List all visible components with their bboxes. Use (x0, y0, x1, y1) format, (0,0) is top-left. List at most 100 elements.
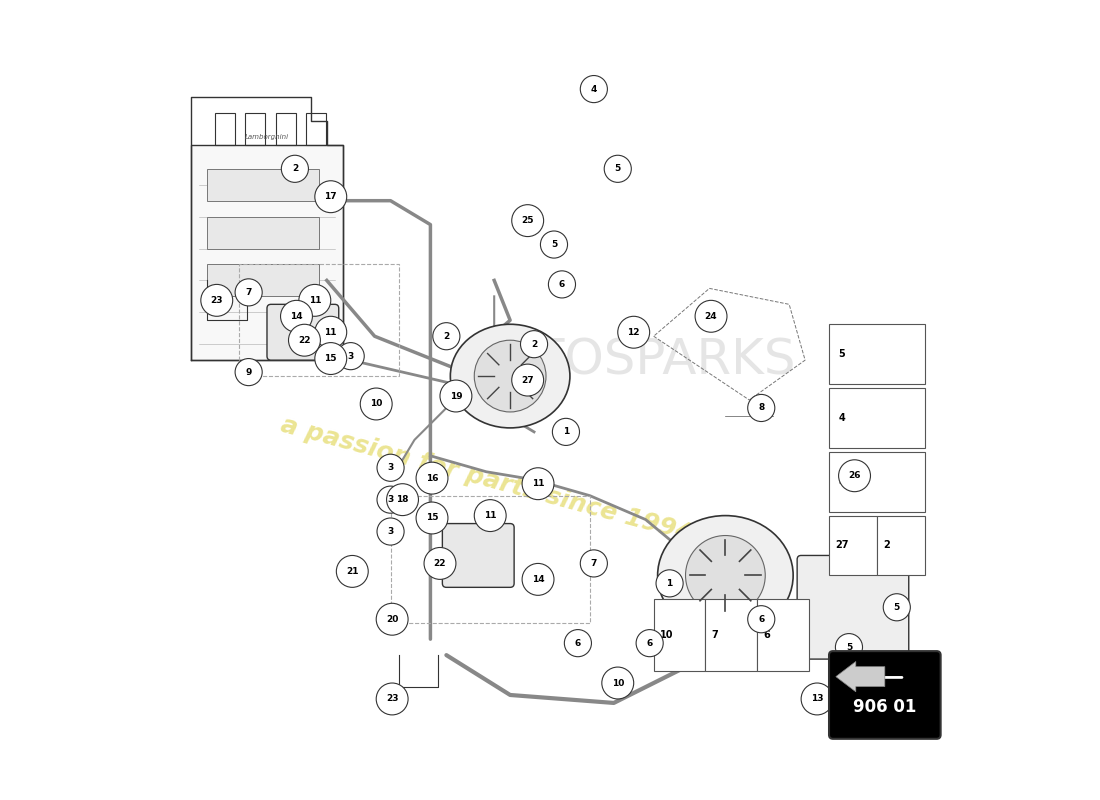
FancyBboxPatch shape (207, 169, 319, 201)
FancyBboxPatch shape (207, 265, 319, 296)
Text: 2: 2 (883, 540, 890, 550)
Text: 3: 3 (387, 527, 394, 536)
Text: 1: 1 (667, 579, 673, 588)
Circle shape (299, 285, 331, 316)
Circle shape (604, 155, 631, 182)
FancyBboxPatch shape (798, 555, 909, 659)
Text: 10: 10 (612, 678, 624, 687)
Circle shape (581, 550, 607, 577)
Text: 15: 15 (426, 514, 438, 522)
FancyBboxPatch shape (653, 599, 705, 671)
FancyBboxPatch shape (829, 515, 877, 575)
Text: 19: 19 (450, 391, 462, 401)
Text: 4: 4 (838, 413, 845, 422)
Circle shape (656, 570, 683, 597)
Text: 6: 6 (575, 638, 581, 648)
FancyBboxPatch shape (829, 324, 925, 384)
Circle shape (618, 316, 650, 348)
Text: 25: 25 (521, 216, 534, 225)
Ellipse shape (474, 340, 546, 412)
Text: AUTOSPARKS: AUTOSPARKS (463, 336, 796, 384)
Circle shape (376, 603, 408, 635)
Circle shape (361, 388, 392, 420)
Circle shape (337, 342, 364, 370)
Text: 7: 7 (712, 630, 718, 640)
Text: 11: 11 (309, 296, 321, 305)
Text: 12: 12 (627, 328, 640, 337)
Text: 906 01: 906 01 (854, 698, 916, 716)
Circle shape (522, 563, 554, 595)
Text: 6: 6 (559, 280, 565, 289)
Ellipse shape (658, 515, 793, 635)
Text: 18: 18 (396, 495, 409, 504)
Text: 23: 23 (386, 694, 398, 703)
Circle shape (201, 285, 233, 316)
Text: 4: 4 (910, 670, 916, 679)
Circle shape (416, 502, 448, 534)
FancyBboxPatch shape (829, 388, 925, 448)
Text: 27: 27 (521, 375, 534, 385)
Circle shape (376, 683, 408, 715)
FancyBboxPatch shape (877, 515, 925, 575)
Circle shape (602, 667, 634, 699)
Circle shape (424, 547, 455, 579)
Circle shape (280, 300, 312, 332)
Circle shape (549, 271, 575, 298)
Circle shape (235, 279, 262, 306)
Circle shape (748, 606, 774, 633)
Text: 22: 22 (298, 336, 310, 345)
Circle shape (235, 358, 262, 386)
Text: 3: 3 (838, 476, 845, 486)
Circle shape (474, 500, 506, 531)
Circle shape (440, 380, 472, 412)
Text: 21: 21 (346, 567, 359, 576)
Text: 10: 10 (370, 399, 383, 409)
Circle shape (315, 342, 346, 374)
FancyBboxPatch shape (191, 145, 343, 360)
Text: a passion for parts since 1994: a passion for parts since 1994 (277, 413, 695, 546)
Text: 14: 14 (290, 312, 303, 321)
FancyBboxPatch shape (267, 304, 339, 360)
Ellipse shape (450, 324, 570, 428)
Circle shape (748, 394, 774, 422)
Circle shape (540, 231, 568, 258)
Circle shape (432, 322, 460, 350)
Ellipse shape (685, 535, 766, 615)
Circle shape (282, 155, 308, 182)
Text: 5: 5 (551, 240, 557, 249)
Text: 27: 27 (835, 540, 849, 550)
Circle shape (899, 662, 926, 689)
Text: 24: 24 (705, 312, 717, 321)
Circle shape (288, 324, 320, 356)
Circle shape (838, 460, 870, 492)
Text: 16: 16 (426, 474, 438, 482)
Text: 4: 4 (591, 85, 597, 94)
Text: 6: 6 (647, 638, 652, 648)
Circle shape (315, 181, 346, 213)
Circle shape (416, 462, 448, 494)
Text: 26: 26 (848, 471, 861, 480)
Text: 17: 17 (324, 192, 337, 202)
Circle shape (522, 468, 554, 500)
Text: 2: 2 (292, 164, 298, 174)
Circle shape (377, 454, 404, 482)
Text: 6: 6 (763, 630, 770, 640)
Text: 2: 2 (443, 332, 450, 341)
Text: 1: 1 (563, 427, 569, 436)
Circle shape (377, 486, 404, 514)
Text: 2: 2 (531, 340, 537, 349)
Text: Lamborghini: Lamborghini (245, 134, 289, 140)
Circle shape (386, 484, 418, 515)
FancyBboxPatch shape (207, 217, 319, 249)
Text: 9: 9 (245, 367, 252, 377)
Circle shape (512, 364, 543, 396)
Text: 5: 5 (846, 642, 852, 652)
Text: 13: 13 (811, 694, 823, 703)
Text: 22: 22 (433, 559, 447, 568)
Text: 11: 11 (324, 328, 337, 337)
Text: 6: 6 (758, 614, 764, 624)
Text: 15: 15 (324, 354, 337, 363)
FancyArrow shape (836, 662, 884, 692)
Text: 11: 11 (484, 511, 496, 520)
Text: 5: 5 (893, 602, 900, 612)
